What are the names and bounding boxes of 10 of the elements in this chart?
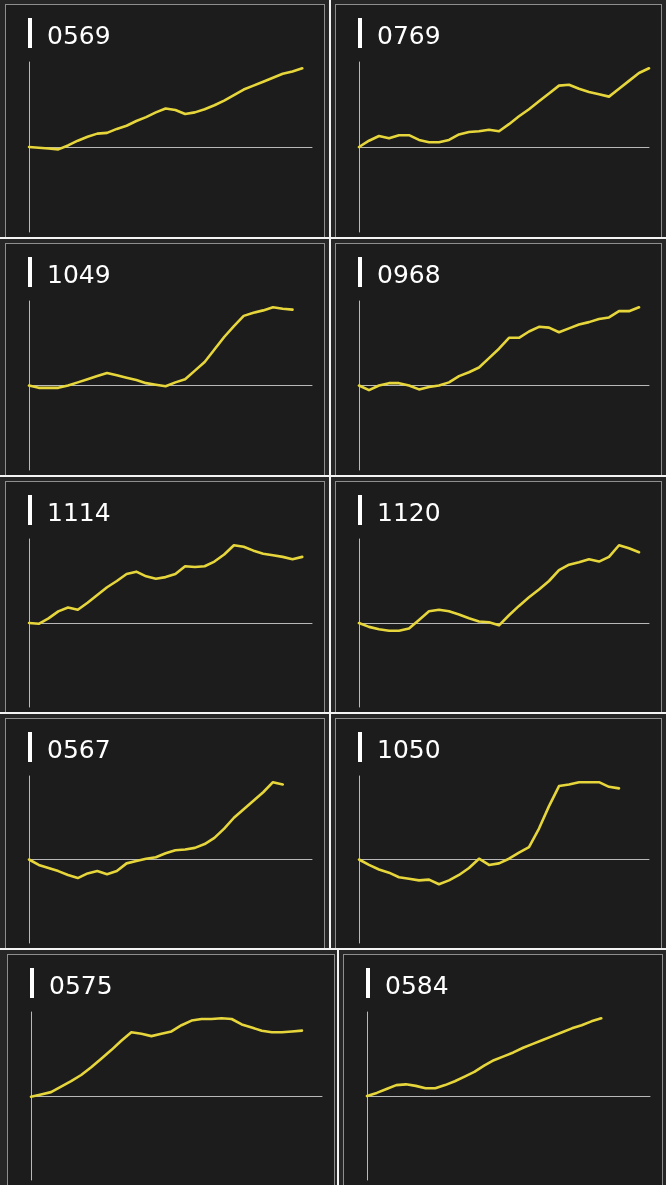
chart-title: 1120 <box>377 498 441 527</box>
chart-title: 0567 <box>47 735 111 764</box>
chart-title: 0584 <box>385 971 449 1000</box>
chart-title: 1049 <box>47 260 111 289</box>
chart-title: 1114 <box>47 498 111 527</box>
chart-title: 0769 <box>377 21 441 50</box>
chart-title: 1050 <box>377 735 441 764</box>
chart-title: 0575 <box>49 971 113 1000</box>
chart-title: 0569 <box>47 21 111 50</box>
chart-title: 0968 <box>377 260 441 289</box>
